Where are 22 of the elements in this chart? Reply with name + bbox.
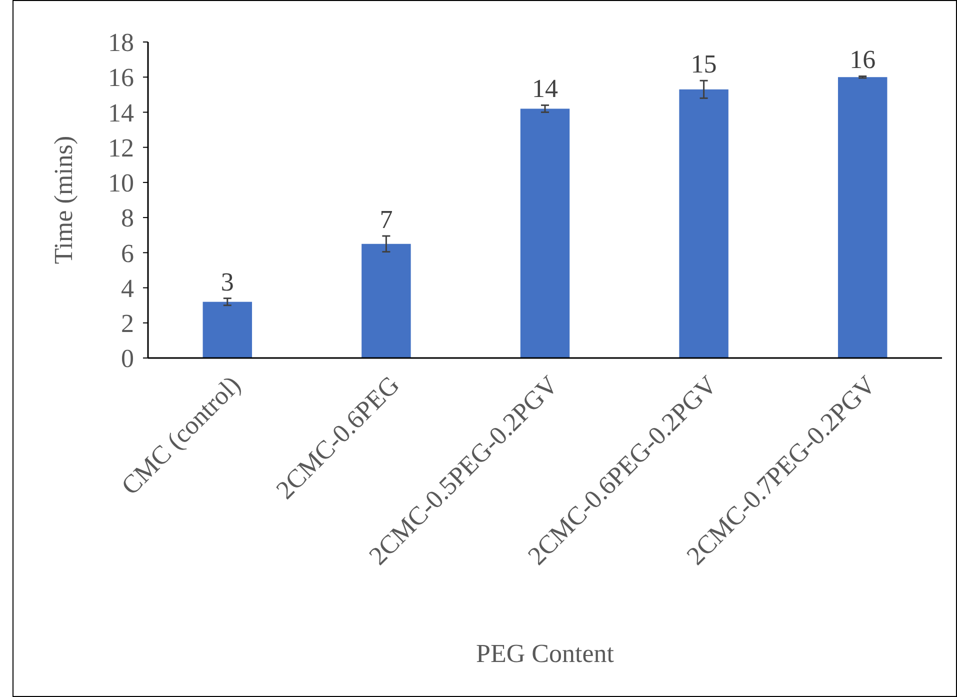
y-axis-title: Time (mins): [49, 136, 78, 264]
y-tick-label: 0: [121, 344, 134, 374]
bar: [202, 302, 252, 358]
data-label: 7: [380, 204, 393, 234]
data-label: 16: [850, 45, 876, 74]
y-tick-label: 18: [108, 28, 134, 58]
y-tick-label: 6: [121, 238, 134, 268]
bar: [362, 244, 411, 358]
y-tick-label: 4: [121, 274, 134, 303]
data-label: 14: [532, 74, 558, 104]
bar: [679, 89, 728, 358]
y-tick-label: 8: [121, 204, 134, 233]
data-label: 3: [220, 267, 234, 296]
x-axis-title: PEG Content: [476, 639, 615, 668]
y-tick-label: 10: [108, 168, 134, 198]
y-tick-label: 14: [108, 98, 134, 128]
y-tick-label: 12: [108, 133, 134, 162]
bar: [838, 77, 888, 358]
data-label: 15: [690, 50, 717, 79]
bar: [520, 108, 570, 358]
y-tick-label: 16: [108, 63, 134, 92]
y-tick-label: 2: [121, 308, 134, 338]
